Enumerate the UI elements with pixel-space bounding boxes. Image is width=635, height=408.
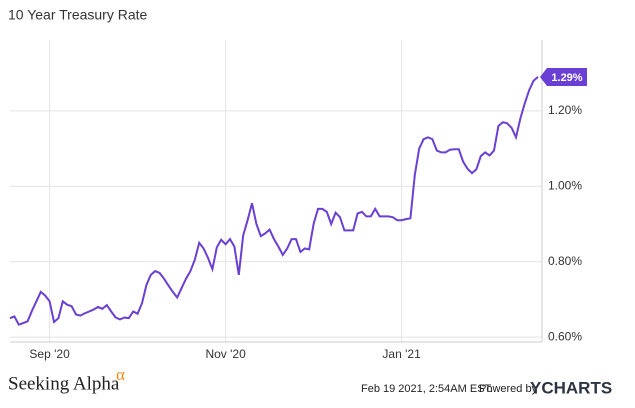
y-tick-label: 1.00% [548,178,582,192]
value-label-badge: 1.29% [540,67,587,86]
logo: Seeking Alpha [8,373,120,394]
y-tick-label: 0.60% [548,329,582,343]
timestamp: Feb 19 2021, 2:54AM EST. [361,383,493,395]
y-tick-label: 1.20% [548,103,582,117]
x-tick-label: Sep '20 [29,347,70,361]
powered-by: Powered by [479,383,538,395]
x-tick-label: Jan '21 [382,347,421,361]
value-label: 1.29% [551,72,582,84]
x-tick-label: Nov '20 [205,347,246,361]
brand: YCHARTS [530,378,612,397]
line [9,76,539,326]
badge-shape [540,67,587,86]
logo-mark: α [116,365,125,384]
chart-title: 10 Year Treasury Rate [8,7,148,23]
y-tick-label: 0.80% [548,254,582,268]
